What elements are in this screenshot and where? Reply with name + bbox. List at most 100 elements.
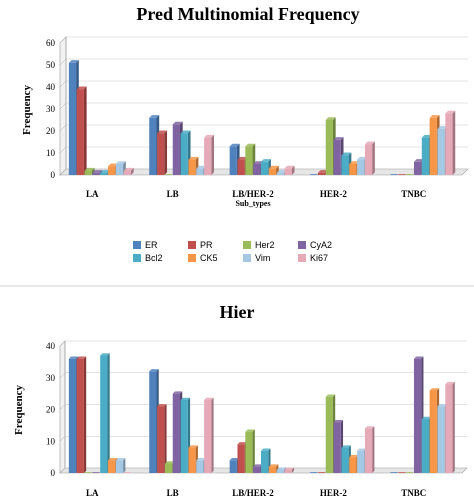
bar-top [284,165,295,169]
bar-series-3-tnbc [406,472,414,473]
legend-swatch [243,241,251,249]
legend-item-cya2: CyA2 [298,240,332,250]
bar-top [445,110,456,114]
gridline-side [59,372,66,378]
gridline-side [59,146,67,154]
gridline-side [59,168,67,176]
bar-face [268,168,277,175]
bar-series-3-lb-her-2 [245,429,255,473]
bar-series-3-la [84,472,92,473]
legend-item-pr: PR [188,240,213,250]
bar-face [84,472,92,473]
bar-ki67-tnbc [445,110,456,175]
bar-face [149,371,157,473]
bar-top [429,388,440,391]
bar-face [92,472,100,473]
bar-top [196,165,207,169]
y-tick-label: 10 [46,436,56,446]
bar-face [413,358,422,473]
legend-swatch [188,241,196,249]
legend-label: Her2 [255,240,275,250]
y-tick-label: 40 [46,82,56,92]
bar-face [92,172,100,175]
y-tick-label: 60 [46,38,56,48]
bar-face [349,164,357,175]
legend-swatch [133,241,141,249]
bar-top [115,161,126,164]
bar-side [291,467,295,473]
bar-face [123,472,131,473]
gridline-side [59,80,67,88]
bar-face [123,170,131,175]
bar-face [237,159,245,175]
bar-face [149,117,157,175]
y-tick-label: 0 [51,170,56,180]
y-axis-label: Frequency [21,85,33,135]
y-axis-label: Frequency [13,385,25,435]
chart-2: Hier 0 10 20 30 40 Frequency LA LB LB/HER-2 HER-2 T… [13,302,468,498]
bar-face [108,460,116,473]
bar-face [188,159,196,175]
bar-top [245,429,255,432]
bar-top [325,394,336,397]
bar-face [325,120,333,175]
x-category-label: LB/HER-2 [232,189,274,199]
bar-top [413,159,424,162]
bar-face [276,469,284,473]
bar-top [180,130,191,134]
bar-face [364,428,373,473]
bar-top [100,170,111,173]
bar-face [429,390,437,473]
bar-top [196,458,206,461]
bar-top [364,426,375,429]
bar-top [268,464,279,467]
legend-label: CK5 [200,253,218,263]
legend-item-er: ER [133,240,158,250]
bar-top [92,170,103,173]
bar-top [349,161,360,164]
bar-side [452,110,456,175]
bar-side [164,404,167,473]
bar-face [268,466,277,473]
bar-face [157,133,165,175]
bar-face [204,399,212,473]
bar-face [364,144,373,175]
bar-top [108,458,118,461]
bar-face [157,406,165,473]
bar-face [445,384,453,473]
bar-top [76,356,87,359]
bar-er-her-2 [310,174,318,175]
bar-top [261,159,271,162]
chart-title: Pred Multinomial Frequency [136,4,359,24]
bar-top [421,134,432,138]
bar-er-tnbc [390,174,398,175]
bar-face [390,472,398,473]
bar-series-4-la [92,472,100,473]
x-category-label: HER-2 [320,189,348,199]
bar-face [341,155,349,175]
legend: ER PR Her2 CyA2 Bcl2 CK5 Vim Ki67 [133,240,332,263]
bar-face [341,447,349,473]
bar-face [445,113,453,175]
gridline-side [59,404,66,410]
y-tick-label: 20 [46,126,56,136]
bar-top [180,397,191,400]
bar-face [115,460,124,473]
bar-face [229,460,237,473]
bar-face [84,170,92,175]
bar-top [261,448,271,451]
bar-face [76,89,84,175]
y-tick-label: 30 [46,373,56,383]
bar-top [445,381,455,385]
bar-top [276,467,287,470]
legend-swatch [188,254,196,262]
x-category-label: TNBC [401,488,426,498]
bar-face [406,174,414,175]
bar-face [413,161,422,175]
bar-top [276,170,287,173]
bar-top [115,458,126,461]
y-tick-label: 30 [46,104,56,114]
bar-face [100,172,108,175]
bar-top [364,141,375,145]
bar-series-2-lb [157,404,167,473]
